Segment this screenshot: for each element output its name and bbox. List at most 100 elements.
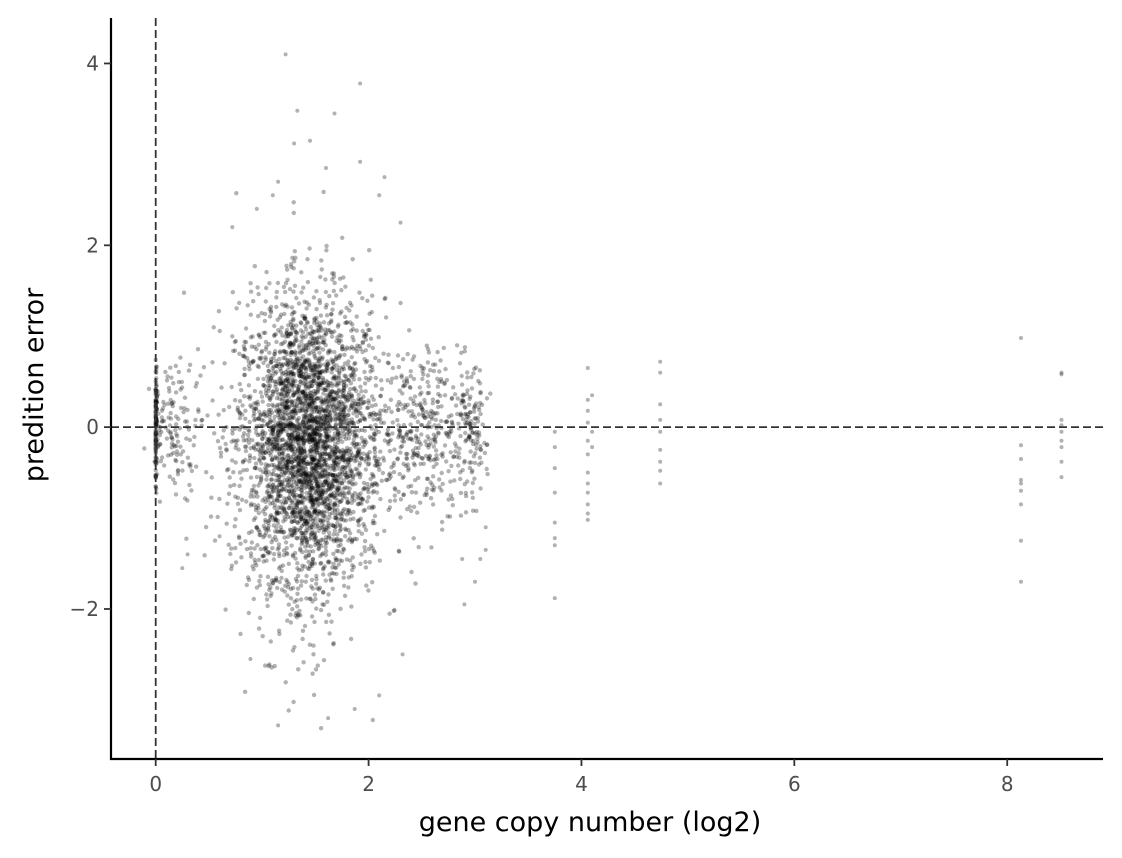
data-point [373, 355, 378, 361]
data-point [339, 516, 344, 522]
data-point [362, 334, 367, 339]
data-point [289, 436, 295, 441]
data-point [286, 489, 292, 494]
data-point [326, 402, 332, 407]
data-point [258, 452, 263, 458]
data-point [276, 407, 281, 413]
data-point [299, 401, 305, 406]
data-point [283, 383, 288, 389]
data-point [311, 652, 316, 657]
data-point [318, 404, 323, 410]
data-point [309, 531, 315, 536]
data-point [462, 460, 467, 465]
data-point [330, 359, 335, 364]
data-point [398, 434, 403, 439]
data-point [299, 567, 305, 572]
data-point [298, 379, 303, 384]
data-point [334, 363, 339, 368]
data-point [317, 350, 322, 355]
data-point [304, 379, 309, 385]
data-point [363, 467, 368, 472]
data-point [311, 537, 317, 542]
data-point [389, 465, 394, 470]
data-point [354, 472, 359, 477]
data-point [291, 529, 297, 534]
data-point [363, 527, 369, 533]
data-point [314, 496, 319, 501]
data-point [296, 455, 301, 460]
data-point [357, 470, 362, 476]
data-point [330, 473, 335, 478]
data-point [258, 532, 263, 538]
data-point [258, 412, 264, 417]
data-point [283, 405, 288, 410]
data-point [324, 488, 329, 493]
data-point [433, 434, 439, 439]
data-point [253, 417, 258, 422]
data-point [277, 493, 283, 499]
data-point [320, 496, 326, 502]
data-point [462, 349, 467, 354]
data-point [246, 440, 252, 445]
data-point [301, 457, 307, 462]
data-point [437, 477, 442, 482]
data-point [477, 433, 482, 438]
data-point [315, 396, 320, 401]
data-point [333, 418, 338, 423]
data-point [316, 375, 321, 380]
data-point [293, 255, 298, 260]
data-point [276, 409, 282, 414]
data-point [248, 475, 254, 480]
data-point [267, 379, 273, 384]
data-point [263, 450, 268, 455]
data-point [308, 390, 313, 395]
data-point [305, 279, 311, 285]
data-point [291, 289, 296, 294]
data-point [455, 411, 460, 417]
data-point [312, 471, 317, 476]
data-point [251, 408, 257, 413]
data-point [337, 524, 343, 529]
data-point [331, 465, 336, 471]
data-point [337, 485, 342, 491]
data-point [441, 345, 446, 351]
data-point [268, 375, 274, 381]
data-point [270, 439, 276, 445]
data-point [155, 392, 161, 397]
data-point [312, 373, 317, 378]
data-point [411, 450, 417, 456]
data-point [153, 446, 158, 451]
data-point [290, 325, 295, 330]
data-point [295, 448, 300, 454]
data-point [288, 528, 294, 533]
data-point [153, 435, 158, 440]
data-point [344, 512, 350, 517]
data-point [286, 332, 292, 337]
data-point [340, 490, 345, 496]
data-point [277, 478, 282, 483]
data-point [552, 536, 557, 541]
data-point [288, 319, 293, 324]
data-point [277, 415, 282, 420]
data-point [224, 468, 230, 473]
data-point [284, 350, 289, 355]
data-point [296, 486, 301, 492]
data-point [269, 665, 274, 670]
data-point [366, 495, 371, 500]
data-point [274, 339, 279, 345]
data-point [267, 420, 273, 425]
data-point [242, 347, 248, 352]
data-point [246, 394, 251, 400]
data-point [289, 409, 295, 414]
data-point [302, 512, 307, 517]
data-point [277, 427, 282, 432]
data-point [273, 358, 279, 364]
data-point [315, 484, 321, 490]
data-point [296, 408, 302, 414]
data-point [276, 489, 281, 494]
data-point [319, 356, 325, 362]
data-point [348, 636, 354, 642]
data-point [263, 391, 269, 396]
data-point [255, 363, 260, 368]
data-point [298, 548, 303, 553]
